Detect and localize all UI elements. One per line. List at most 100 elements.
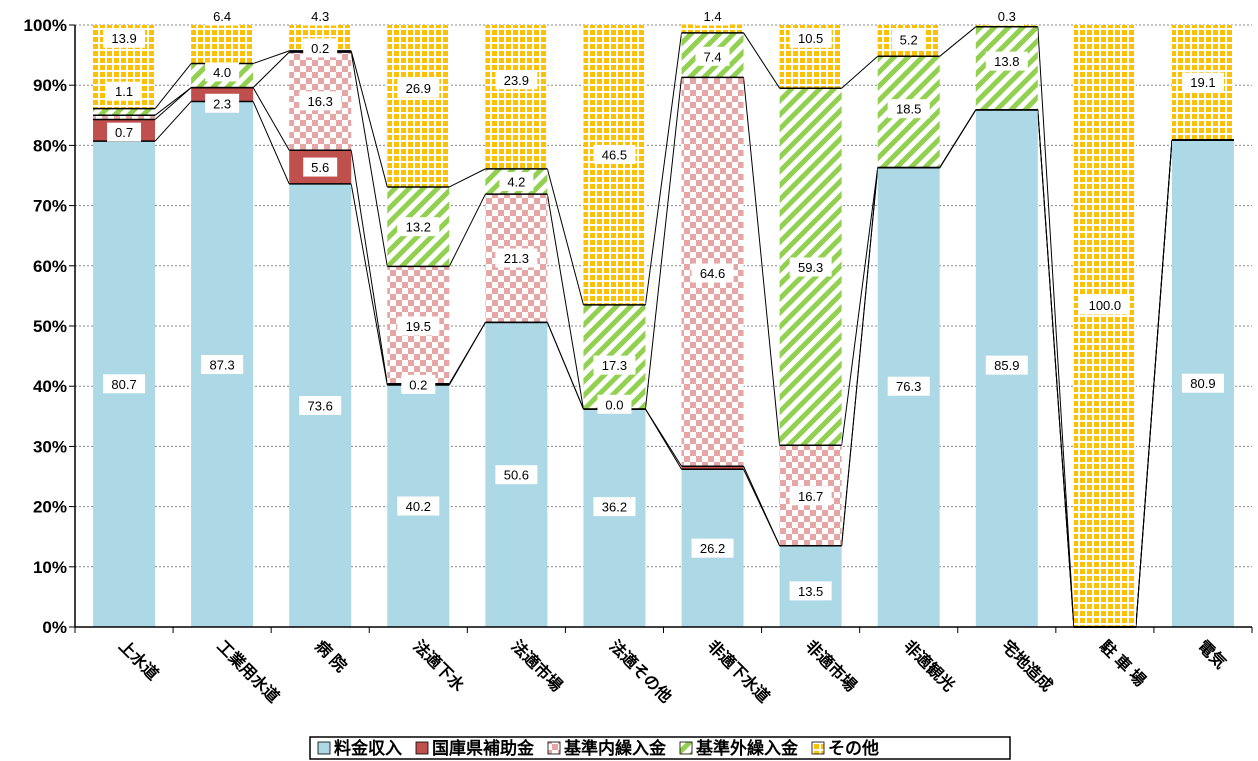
data-label: 80.9	[1190, 376, 1215, 391]
bar-segment	[485, 25, 548, 169]
data-label-box	[107, 81, 142, 101]
data-label: 59.3	[798, 260, 823, 275]
legend-label: 基準内繰入金	[563, 738, 667, 758]
data-label-box	[695, 46, 730, 66]
data-label: 1.4	[704, 9, 722, 24]
data-label-box	[887, 376, 930, 396]
data-label-box	[695, 6, 730, 26]
bar-segment	[191, 25, 254, 64]
y-tick-label: 90%	[33, 76, 67, 95]
x-category-label: 非適市場	[802, 636, 861, 695]
bar-segment	[583, 25, 646, 305]
data-label: 0.2	[409, 377, 427, 392]
y-tick-label: 80%	[33, 136, 67, 155]
data-label: 1.1	[115, 84, 133, 99]
data-label-box	[205, 6, 240, 26]
series-line	[1037, 26, 1075, 628]
series-line	[350, 150, 388, 384]
data-label-box	[397, 217, 440, 237]
y-tick-label: 60%	[33, 257, 67, 276]
data-label: 26.2	[700, 541, 725, 556]
data-label: 13.8	[994, 54, 1019, 69]
x-category-label: 上水道	[115, 636, 162, 683]
series-line	[644, 77, 683, 410]
series-line	[939, 26, 977, 57]
legend-swatch	[317, 741, 331, 755]
x-category-label: 電気	[1194, 636, 1230, 672]
series-line	[743, 32, 781, 89]
series-line	[350, 183, 388, 386]
bar-segment	[1073, 25, 1136, 627]
data-label: 26.9	[406, 81, 431, 96]
data-label-box	[303, 157, 338, 177]
legend-label: 基準外繰入金	[695, 738, 799, 758]
x-category-label: 工業用水道	[213, 636, 283, 706]
data-label: 10.5	[798, 31, 823, 46]
y-tick-label: 50%	[33, 317, 67, 336]
legend-swatch	[415, 741, 429, 755]
series-line	[546, 194, 584, 410]
data-label-box	[397, 316, 440, 336]
x-category-label: 病 院	[311, 636, 350, 675]
data-label: 13.9	[111, 31, 136, 46]
data-label: 6.4	[213, 9, 231, 24]
series-line	[252, 101, 290, 185]
data-label-box	[887, 99, 930, 119]
data-label: 73.6	[308, 398, 333, 413]
x-category-label: 法適下水	[409, 636, 468, 695]
data-label: 7.4	[704, 49, 722, 64]
data-label-box	[789, 28, 832, 48]
x-category-label: 法適その他	[606, 636, 676, 706]
x-category-label: 宅地造成	[998, 636, 1057, 695]
legend-label: その他	[828, 738, 879, 758]
series-line	[743, 77, 781, 446]
legend-swatch	[679, 741, 693, 755]
series-line	[841, 55, 879, 89]
bar-segment	[681, 466, 744, 470]
data-label-box	[201, 355, 244, 375]
legend-swatch	[547, 741, 561, 755]
bar-segment	[93, 108, 156, 116]
x-category-label: 非適観光	[900, 636, 959, 695]
y-tick-label: 10%	[33, 558, 67, 577]
data-label-box	[593, 144, 636, 164]
data-label-box	[989, 6, 1024, 26]
series-line	[350, 50, 388, 188]
series-line	[154, 101, 192, 142]
y-axis: 0% 10% 20% 30% 40% 50% 60% 70% 80% 90% 100%	[24, 16, 76, 637]
series-line	[154, 87, 192, 120]
data-label: 4.3	[311, 9, 329, 24]
data-label: 87.3	[209, 358, 234, 373]
data-label-box	[985, 355, 1028, 375]
series-line	[546, 322, 584, 410]
data-label: 80.7	[111, 377, 136, 392]
data-label: 17.3	[602, 358, 627, 373]
data-label: 18.5	[896, 102, 921, 117]
series-line	[448, 322, 486, 385]
y-tick-label: 0%	[42, 618, 67, 637]
x-axis: 上水道 工業用水道病 院 法適下水 法適市場 法適その他 非適下水道 非適市場 非適観光 宅地造…	[74, 626, 1253, 706]
data-label-box	[789, 486, 832, 506]
data-label-box	[205, 62, 240, 82]
data-label: 85.9	[994, 358, 1019, 373]
data-label: 64.6	[700, 266, 725, 281]
data-label: 4.0	[213, 65, 231, 80]
data-label: 16.7	[798, 489, 823, 504]
data-label-box	[1181, 72, 1224, 92]
data-label-box	[299, 395, 342, 415]
data-label-box	[499, 172, 534, 192]
data-label: 21.3	[504, 251, 529, 266]
data-label-box	[789, 581, 832, 601]
x-category-label: 非適下水道	[704, 636, 774, 706]
series-connector-lines	[154, 26, 1173, 628]
data-label-box	[593, 355, 636, 375]
data-label-box	[103, 374, 146, 394]
series-line	[939, 109, 977, 168]
data-label: 2.3	[213, 96, 231, 111]
data-label: 5.2	[900, 32, 918, 47]
legend: 料金収入 国庫県補助金 基準内繰入金 基準外繰入金 その他	[309, 736, 1011, 760]
bar-segment	[975, 25, 1038, 27]
data-label-box	[985, 51, 1028, 71]
bar-segment	[877, 167, 940, 627]
